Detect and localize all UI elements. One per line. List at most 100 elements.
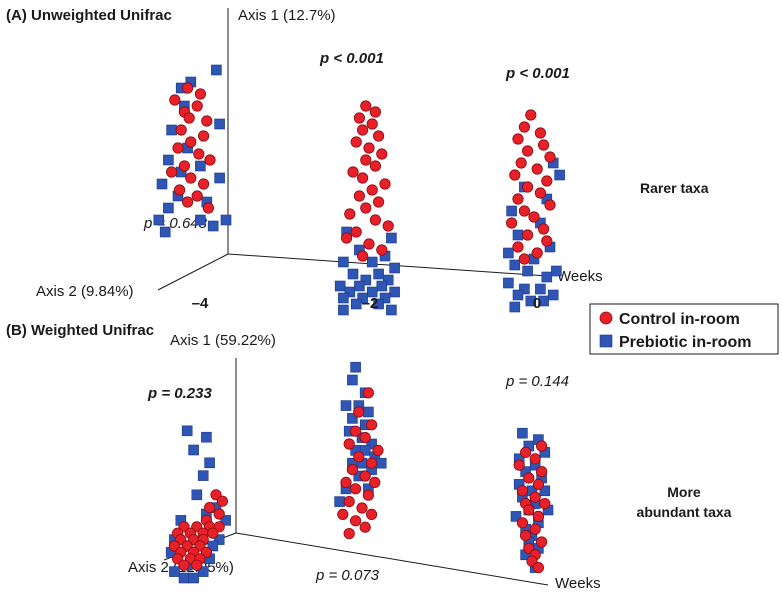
panel-a-week-minus2-prebiotic-point-10 <box>382 274 394 286</box>
panel-b-week-minus2-prebiotic-point-3 <box>340 400 352 411</box>
panel-a-week-minus2-prebiotic-point-16 <box>389 286 400 298</box>
panel-b-week-0-control-point-12 <box>532 510 545 523</box>
panel-b-week-minus2-control-point-13 <box>349 483 362 495</box>
panel-a-week-minus2-prebiotic-point-8 <box>373 268 384 280</box>
panel-b-week-0-prebiotic-point-15 <box>510 511 522 522</box>
panel-b-week-minus2-prebiotic-point-10 <box>366 438 377 450</box>
panel-a-week-minus2-prebiotic-point-15 <box>366 286 378 298</box>
panel-a-week-0-control-point-11 <box>521 181 534 193</box>
legend: Control in-room Prebiotic in-room <box>589 303 779 355</box>
panel-b-week-0-control-point-2 <box>529 453 541 465</box>
panel-a-week-minus4-control-point-1 <box>194 88 206 100</box>
panel-b-points <box>165 361 554 584</box>
panel-b-week-minus4-prebiotic-point-19 <box>188 572 199 584</box>
week-tick-minus4: –4 <box>192 295 209 312</box>
panel-b-week-minus2-prebiotic-point-12 <box>359 445 371 456</box>
panel-b-week-minus4-prebiotic-point-7 <box>220 515 231 526</box>
panel-b-week-0-prebiotic-point-0 <box>517 427 528 439</box>
panel-a-weeks-label: Weeks <box>557 268 603 285</box>
panel-a-week-0-control-point-22 <box>531 247 543 259</box>
panel-b-week-minus2-control-point-11 <box>340 476 352 488</box>
panel-b-week-minus4-control-point-25 <box>178 559 190 571</box>
panel-a-week-0-control-point-16 <box>528 211 540 223</box>
panel-a-week-minus2-prebiotic-point-7 <box>347 268 359 280</box>
panel-a-week-minus2-control-point-23 <box>363 238 375 250</box>
panel-b-row-label-line2: abundant taxa <box>637 504 732 520</box>
panel-b-title: (B) Weighted Unifrac <box>6 322 154 339</box>
panel-b-week-minus2-prebiotic-point-6 <box>347 413 358 424</box>
panel-b-week-minus2-prebiotic-point-17 <box>375 457 387 469</box>
panel-a-week-minus4-prebiotic-point-9 <box>195 160 206 172</box>
panel-a-points <box>153 64 565 316</box>
panel-b-week-minus4-prebiotic-point-4 <box>197 470 209 481</box>
panel-a-week-0-prebiotic-point-18 <box>547 289 559 301</box>
panel-a-week-minus2-control-point-8 <box>376 148 388 160</box>
panel-a-week-minus2-control-point-22 <box>340 232 353 244</box>
panel-a-title: (A) Unweighted Unifrac <box>6 7 172 24</box>
panel-b-week-minus4-prebiotic-point-0 <box>181 425 193 437</box>
panel-a-week-minus2-prebiotic-point-5 <box>366 256 378 268</box>
panel-a-week-minus2-control-point-5 <box>372 130 385 142</box>
panel-b-week-minus2-control-point-5 <box>343 438 355 450</box>
panel-a-week-minus2-control-point-18 <box>344 208 356 220</box>
panel-b-week-0-control-point-1 <box>519 446 532 458</box>
panel-b-week-minus2-control-point-3 <box>349 425 362 437</box>
panel-a-week-0-control-point-1 <box>518 121 531 133</box>
panel-a-weeks-line <box>227 253 549 277</box>
panel-a-week-0-control-point-4 <box>537 139 550 151</box>
panel-a-week-minus2-prebiotic-point-21 <box>373 298 384 310</box>
panel-a-axis1-label: Axis 1 (12.7%) <box>238 7 336 24</box>
panel-b-week-minus2-control-point-8 <box>365 457 378 469</box>
panel-b-week-0-control-point-4 <box>535 465 548 478</box>
panel-a-week-0-control-point-9 <box>509 169 521 181</box>
panel-a-week-minus4-control-point-12 <box>204 154 216 166</box>
panel-a: (A) Unweighted Unifrac Axis 1 (12.7%) Ax… <box>6 7 709 316</box>
panel-a-week-minus2-control-point-4 <box>356 124 369 136</box>
panel-b-week-minus2-control-point-19 <box>349 515 362 527</box>
panel-a-week-0-control-point-23 <box>518 253 531 265</box>
panel-b-p-value-week-0: p = 0.144 <box>505 373 569 390</box>
panel-a-week-minus2-control-point-7 <box>363 142 375 154</box>
panel-a-week-minus4-control-point-13 <box>178 160 190 172</box>
panel-b-week-minus2-control-point-2 <box>365 419 378 431</box>
legend-prebiotic-label: Prebiotic in-room <box>619 334 751 351</box>
panel-a-p-value-week-0: p < 0.001 <box>505 65 570 82</box>
panel-a-week-minus2-prebiotic-point-14 <box>344 286 356 298</box>
panel-a-p-value-week-minus2: p < 0.001 <box>319 50 384 67</box>
panel-a-week-0-control-point-7 <box>515 157 527 169</box>
panel-b-axis1-label: Axis 1 (59.22%) <box>170 332 276 349</box>
panel-a-week-minus2-prebiotic-point-20 <box>350 298 362 310</box>
panel-a-week-minus2-prebiotic-point-6 <box>389 262 400 274</box>
panel-a-week-minus4-prebiotic-point-14 <box>163 202 174 214</box>
panel-a-week-minus4-prebiotic-point-11 <box>156 178 168 190</box>
panel-a-week-0-control-point-10 <box>541 175 553 187</box>
panel-a-week-minus4-prebiotic-point-4 <box>214 118 225 130</box>
panel-b-week-minus4-prebiotic-point-5 <box>191 489 203 501</box>
panel-a-axis2-label: Axis 2 (9.84%) <box>36 283 134 300</box>
panel-b-week-minus4-prebiotic-point-1 <box>201 431 212 443</box>
panel-a-week-0-prebiotic-point-6 <box>512 229 524 241</box>
panel-a-week-minus2-control-point-24 <box>376 244 388 256</box>
panel-a-week-minus2-control-point-13 <box>379 178 391 190</box>
panel-a-week-minus4-control-point-16 <box>198 178 210 190</box>
panel-a-week-minus2-control-point-14 <box>366 184 378 196</box>
panel-a-week-minus4-prebiotic-point-17 <box>159 226 171 238</box>
panel-a-week-0-prebiotic-point-1 <box>554 169 565 181</box>
panel-b-week-minus2-control-point-15 <box>343 495 355 508</box>
panel-a-week-minus2-prebiotic-point-13 <box>376 280 388 292</box>
panel-a-week-minus2-control-point-2 <box>353 112 365 124</box>
panel-b-week-minus2-control-point-18 <box>365 508 378 521</box>
panel-a-week-minus4-control-point-10 <box>172 142 184 154</box>
panel-b-week-minus2-control-point-12 <box>369 476 381 488</box>
panel-a-week-minus4-control-point-18 <box>191 190 203 202</box>
panel-b-week-minus4-prebiotic-point-2 <box>188 444 199 456</box>
panel-a-week-minus2-prebiotic-point-17 <box>338 292 349 304</box>
panel-a-week-0-control-point-2 <box>534 127 547 139</box>
panel-a-week-minus4-control-point-6 <box>201 115 213 127</box>
panel-b-week-minus2-prebiotic-point-5 <box>363 406 374 418</box>
panel-a-week-minus4-control-point-11 <box>193 148 205 160</box>
panel-a-week-minus2-prebiotic-point-9 <box>360 274 372 286</box>
panel-a-week-minus2-prebiotic-point-18 <box>357 292 368 304</box>
panel-a-week-0-control-point-5 <box>521 145 534 157</box>
panel-b-week-0-control-point-14 <box>529 523 541 535</box>
